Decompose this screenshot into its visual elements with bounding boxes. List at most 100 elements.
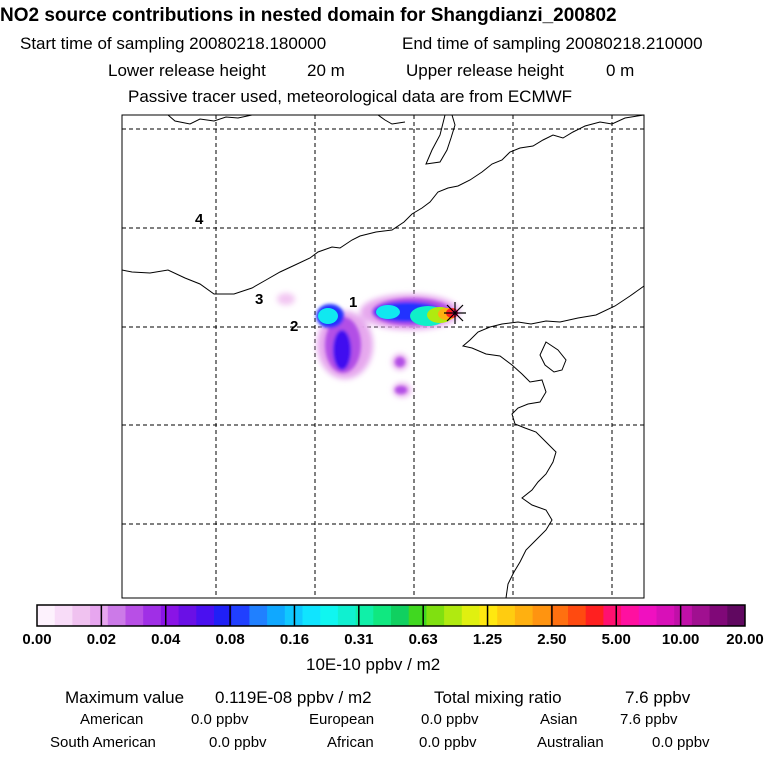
colorbar-cell bbox=[178, 605, 197, 626]
region-value-asian: 7.6 ppbv bbox=[620, 711, 678, 728]
colorbar-tick-label: 2.50 bbox=[537, 631, 567, 648]
colorbar-cell bbox=[214, 605, 233, 626]
border-line bbox=[167, 115, 253, 125]
region-name-american: American bbox=[80, 711, 144, 728]
colorbar-cell bbox=[373, 605, 392, 626]
colorbar-cell bbox=[267, 605, 286, 626]
colorbar-cell bbox=[426, 605, 445, 626]
concentration-plume bbox=[277, 293, 460, 397]
colorbar-cell bbox=[727, 605, 746, 626]
region-name-australian: Australian bbox=[537, 734, 604, 751]
colorbar-tick-label: 0.31 bbox=[344, 631, 374, 648]
colorbar-cell bbox=[408, 605, 427, 626]
colorbar-cell bbox=[497, 605, 516, 626]
region-name-south-american: South American bbox=[50, 734, 156, 751]
colorbar-tick-label: 20.00 bbox=[726, 631, 764, 648]
region-value-south-american: 0.0 ppbv bbox=[209, 734, 267, 751]
plume-mid bbox=[395, 357, 405, 367]
colorbar-cell bbox=[320, 605, 339, 626]
map-borders bbox=[122, 115, 644, 598]
region-label-3: 3 bbox=[255, 291, 263, 308]
colorbar-unit: 10E-10 ppbv / m2 bbox=[306, 655, 441, 674]
total-mixing-label: Total mixing ratio bbox=[434, 688, 562, 707]
colorbar-tick-label: 5.00 bbox=[601, 631, 631, 648]
colorbar-cell bbox=[125, 605, 144, 626]
colorbar-cell bbox=[568, 605, 587, 626]
colorbar-tick-label: 1.25 bbox=[472, 631, 503, 648]
region-label-4: 4 bbox=[195, 211, 204, 228]
plume-mid bbox=[395, 386, 407, 394]
region-value-european: 0.0 ppbv bbox=[421, 711, 479, 728]
region-name-european: European bbox=[309, 711, 375, 728]
colorbar-cell bbox=[550, 605, 569, 626]
end-time-label: End time of sampling 20080218.210000 bbox=[402, 34, 703, 53]
colorbar-cell bbox=[355, 605, 374, 626]
upper-release-value: 0 m bbox=[606, 61, 635, 80]
colorbar-tick-label: 0.04 bbox=[151, 631, 181, 648]
colorbar-cell bbox=[709, 605, 728, 626]
map-frame bbox=[121, 114, 645, 599]
colorbar-cell bbox=[532, 605, 551, 626]
colorbar-cell bbox=[143, 605, 162, 626]
colorbar-frame bbox=[36, 604, 746, 627]
colorbar-cell bbox=[196, 605, 215, 626]
map-gridlines bbox=[122, 115, 644, 598]
upper-release-label: Upper release height bbox=[406, 61, 564, 80]
colorbar-cell bbox=[691, 605, 711, 626]
border-line bbox=[122, 115, 644, 295]
colorbar-tick-label: 0.00 bbox=[22, 631, 52, 648]
plume-low bbox=[277, 293, 295, 305]
colorbar-cell bbox=[302, 605, 321, 626]
start-time-label: Start time of sampling 20080218.180000 bbox=[20, 34, 327, 53]
plume-core bbox=[376, 305, 400, 319]
receptor-star-icon bbox=[444, 302, 466, 324]
colorbar-cell bbox=[674, 605, 693, 626]
border-line bbox=[377, 115, 406, 125]
region-value-australian: 0.0 ppbv bbox=[652, 734, 710, 751]
colorbar-cell bbox=[90, 605, 109, 626]
colorbar-cell bbox=[621, 605, 640, 626]
total-mixing-value: 7.6 ppbv bbox=[625, 688, 691, 707]
border-line bbox=[425, 115, 456, 165]
colorbar bbox=[36, 604, 746, 627]
colorbar-tick-label: 0.08 bbox=[215, 631, 245, 648]
lower-release-value: 20 m bbox=[307, 61, 345, 80]
colorbar-cell bbox=[160, 605, 180, 626]
plume-mid bbox=[333, 330, 351, 370]
plume-core bbox=[318, 308, 338, 324]
colorbar-cell bbox=[231, 605, 250, 626]
colorbar-tick-label: 0.02 bbox=[86, 631, 116, 648]
colorbar-cell bbox=[54, 605, 73, 626]
max-value: 0.119E-08 ppbv / m2 bbox=[215, 688, 372, 707]
colorbar-cell bbox=[444, 605, 463, 626]
lower-release-label: Lower release height bbox=[108, 61, 266, 80]
colorbar-cell bbox=[585, 605, 604, 626]
colorbar-cell bbox=[72, 605, 91, 626]
coastline bbox=[539, 341, 567, 373]
colorbar-cell bbox=[479, 605, 498, 626]
region-name-asian: Asian bbox=[540, 711, 578, 728]
map-panel: 1 2 3 4 bbox=[121, 114, 645, 599]
region-label-1: 1 bbox=[349, 294, 357, 311]
colorbar-cell bbox=[249, 605, 268, 626]
max-value-label: Maximum value bbox=[65, 688, 185, 707]
region-value-african: 0.0 ppbv bbox=[419, 734, 477, 751]
colorbar-cell bbox=[37, 605, 56, 626]
colorbar-tick-label: 0.16 bbox=[279, 631, 310, 648]
colorbar-cell bbox=[656, 605, 675, 626]
colorbar-cell bbox=[514, 605, 534, 626]
coastline bbox=[461, 285, 644, 598]
colorbar-tick-label: 0.63 bbox=[408, 631, 438, 648]
region-value-american: 0.0 ppbv bbox=[191, 711, 249, 728]
region-label-2: 2 bbox=[290, 318, 298, 335]
colorbar-cell bbox=[638, 605, 657, 626]
colorbar-tick-label: 10.00 bbox=[661, 631, 700, 648]
tracer-note: Passive tracer used, meteorological data… bbox=[128, 87, 573, 106]
colorbar-cell bbox=[391, 605, 410, 626]
page-title: NO2 source contributions in nested domai… bbox=[0, 5, 617, 26]
colorbar-cell bbox=[107, 605, 126, 626]
colorbar-cells bbox=[37, 605, 746, 626]
colorbar-cell bbox=[337, 605, 357, 626]
colorbar-cell bbox=[603, 605, 622, 626]
colorbar-cell bbox=[461, 605, 480, 626]
